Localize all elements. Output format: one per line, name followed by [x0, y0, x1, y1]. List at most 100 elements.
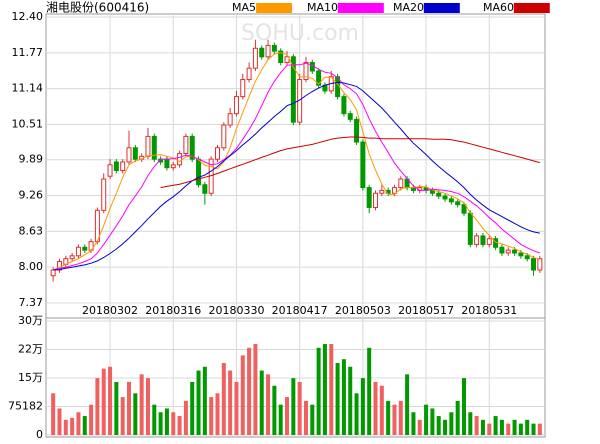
candle-body [233, 96, 239, 115]
volume-bar [461, 378, 466, 435]
legend-label: MA10 [307, 1, 338, 14]
candle-body [75, 246, 81, 257]
volume-bar [278, 404, 283, 435]
volume-bar [525, 419, 530, 435]
ma-line [160, 136, 540, 189]
candle-body [461, 204, 467, 214]
y-tick-label: 11.14 [12, 82, 44, 95]
volume-bar [455, 400, 460, 435]
candle-body [360, 141, 366, 189]
volume-bar [152, 404, 157, 435]
y-tick-label: 9.26 [19, 189, 44, 202]
volume-bar [272, 385, 277, 435]
candle-body [240, 79, 246, 98]
y-tick-label: 12.40 [12, 10, 44, 23]
volume-bar [221, 362, 226, 435]
volume-bar [341, 359, 346, 435]
volume-bar [164, 408, 169, 435]
legend-label: MA5 [232, 1, 256, 14]
volume-bar [367, 347, 372, 435]
candle-body [373, 192, 379, 208]
chart-title: 湘电股份(600416) [46, 0, 149, 15]
candle-body [455, 201, 461, 206]
y-tick-label: 15万 [18, 371, 43, 384]
candle-body [183, 135, 189, 154]
y-tick-label: 10.51 [12, 117, 44, 130]
candle-body [316, 70, 322, 86]
volume-bar [215, 393, 220, 435]
candle-body [436, 192, 442, 197]
volume-bar [449, 412, 454, 435]
x-tick-label: 20180503 [335, 304, 391, 317]
volume-bar [329, 344, 334, 435]
candle-body [265, 44, 271, 58]
candle-body [537, 258, 543, 271]
volume-bar [468, 412, 473, 435]
ma-line [52, 52, 540, 271]
volume-bar [291, 378, 296, 435]
candle-body [189, 135, 195, 160]
legend-swatch [423, 3, 460, 13]
candle-body [391, 187, 397, 194]
volume-bar [493, 416, 498, 435]
candle-body [499, 246, 505, 254]
volume-bar [127, 381, 132, 435]
candle-body [126, 147, 132, 163]
volume-bar [354, 393, 359, 435]
candle-body [151, 135, 157, 160]
volume-bar [253, 344, 258, 435]
candle-body [341, 96, 347, 115]
volume-bar [531, 423, 536, 435]
volume-bar [443, 419, 448, 435]
candle-body [354, 118, 360, 143]
volume-bar [297, 381, 302, 435]
y-tick-label: 11.77 [12, 46, 44, 59]
volume-bar [392, 404, 397, 435]
candle-body [278, 50, 284, 63]
candle-body [50, 269, 56, 277]
candle-body [303, 61, 309, 81]
candle-body [120, 161, 126, 172]
volume-bar [95, 378, 100, 435]
y-tick-label: 8.63 [19, 224, 44, 237]
legend-label: MA20 [393, 1, 424, 14]
volume-bar [51, 393, 56, 435]
x-tick-label: 20180316 [145, 304, 201, 317]
candle-body [107, 164, 113, 177]
volume-bar [57, 408, 62, 435]
candle-body [474, 235, 480, 245]
volume-bar [158, 412, 163, 435]
volume-bar [133, 393, 138, 435]
volume-bar [480, 419, 485, 435]
volume-bar [63, 419, 68, 435]
candle-body [398, 178, 404, 189]
volume-bar [76, 412, 81, 435]
candle-body [227, 113, 233, 126]
legend-label: MA60 [483, 1, 514, 14]
volume-bar [506, 423, 511, 435]
volume-bar [405, 374, 410, 435]
candle-body [259, 47, 265, 58]
volume-bar [424, 404, 429, 435]
candle-body [82, 246, 88, 251]
y-tick-label: 8.00 [19, 260, 44, 273]
volume-bar [202, 366, 207, 435]
volume-bar [108, 366, 113, 435]
candle-body [221, 124, 227, 149]
candle-body [101, 178, 107, 211]
volume-bar [379, 385, 384, 435]
volume-bar [82, 416, 87, 435]
volume-bar [335, 362, 340, 435]
candle-body [467, 212, 473, 245]
volume-bar [316, 347, 321, 435]
legend-swatch [256, 3, 293, 13]
candle-body [505, 249, 511, 254]
candle-body [214, 147, 220, 160]
volume-bar [430, 408, 435, 435]
volume-bar [145, 378, 150, 435]
volume-bar [209, 397, 214, 435]
volume-bar [518, 423, 523, 435]
candle-body [512, 249, 518, 254]
candle-body [379, 189, 385, 194]
candle-body [524, 255, 530, 260]
